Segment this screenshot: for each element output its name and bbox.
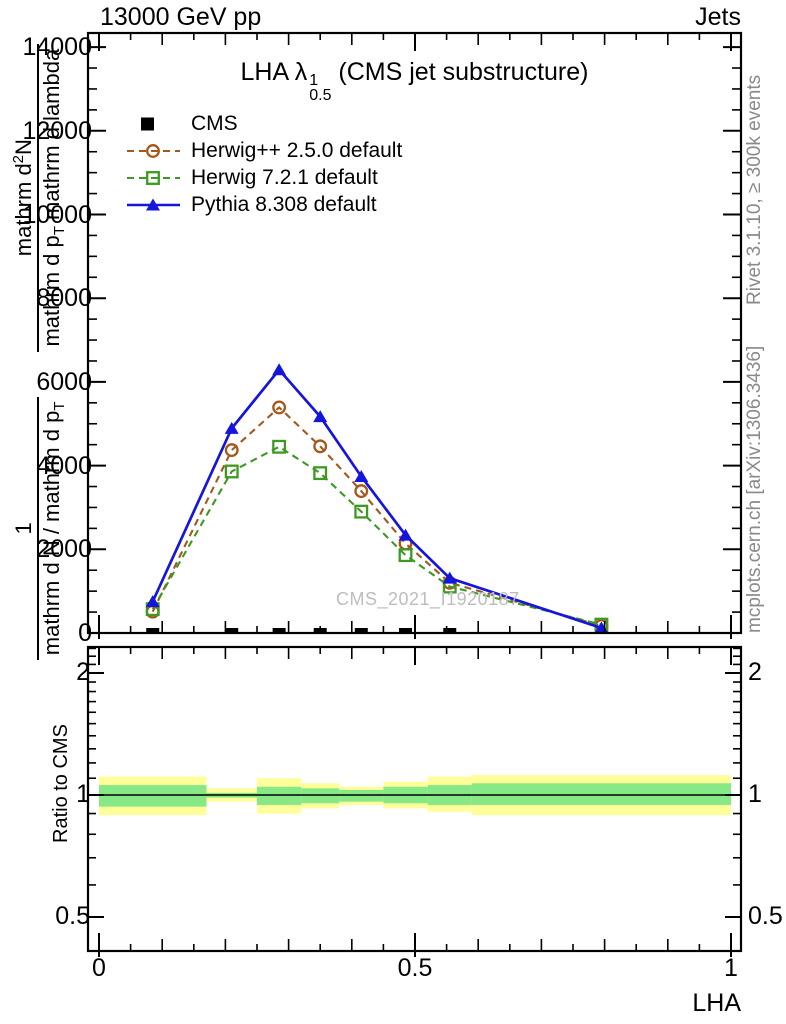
- plot-title-sub: 0.5: [309, 87, 332, 104]
- open-circle-marker: [354, 484, 369, 499]
- plot-title-pre: LHA λ: [240, 58, 308, 86]
- filled-triangle-marker: [224, 421, 239, 434]
- cms-data-marker: [399, 628, 413, 633]
- ratio-green_band-segment: [339, 789, 384, 802]
- x-axis-label: LHA: [692, 989, 741, 1017]
- cms-data-marker: [225, 628, 239, 633]
- open-square-marker: [313, 466, 328, 481]
- filled-triangle-marker: [272, 363, 287, 376]
- filled-triangle-marker: [313, 410, 328, 423]
- legend-item-label: Herwig 7.2.1 default: [191, 165, 378, 189]
- open-circle-marker: [224, 443, 239, 458]
- cms-data-marker: [146, 628, 160, 633]
- legend-item: CMS: [126, 110, 402, 137]
- main-y-tick-label: 14000: [22, 33, 92, 62]
- x-tick-label: 0.5: [397, 954, 433, 982]
- filled-triangle-marker: [354, 469, 369, 482]
- open-square-marker: [354, 504, 369, 519]
- legend-item-label: CMS: [191, 111, 238, 135]
- ratio-y-tick-label-right: 1: [748, 780, 762, 808]
- ratio-green_band-segment: [301, 788, 340, 804]
- open-circle-marker: [272, 400, 287, 415]
- open-square-marker: [272, 439, 287, 454]
- plot-title-sup: 1: [309, 72, 319, 89]
- cms-data-marker: [443, 628, 457, 633]
- filled-square-legend-icon: [141, 117, 154, 130]
- x-tick-label: 0: [92, 954, 106, 982]
- plot-title: LHA λ 1 0.5 (CMS jet substructure): [88, 58, 741, 104]
- filled-triangle-legend-icon: [127, 198, 180, 210]
- filled-triangle-marker: [145, 595, 160, 608]
- open-square-marker: [398, 548, 413, 563]
- beam-energy-label: 13000 GeV pp: [100, 3, 262, 31]
- ratio-green_band-segment: [471, 783, 731, 805]
- legend: CMS Herwig++ 2.5.0 default Herwig 7.2.1 de…: [126, 110, 402, 218]
- analysis-group-label: Jets: [695, 3, 741, 31]
- filled-triangle-marker: [442, 571, 457, 584]
- ratio-y-tick-label-left: 2: [76, 658, 90, 686]
- series-line: [151, 405, 602, 627]
- main-y-tick-label: 12000: [22, 116, 92, 145]
- main-y-tick-label: 8000: [36, 284, 92, 313]
- ratio-y-tick-label-left: 1: [76, 780, 90, 808]
- legend-item-label: Herwig++ 2.5.0 default: [191, 138, 403, 162]
- series-line: [151, 445, 602, 626]
- legend-item: Pythia 8.308 default: [126, 191, 402, 218]
- legend-item-label: Pythia 8.308 default: [191, 192, 377, 216]
- cms-data-marker: [272, 628, 286, 633]
- mcplots-arxiv-note: mcplots.cern.ch [arXiv:1306.3436]: [744, 345, 765, 633]
- legend-item: Herwig++ 2.5.0 default: [126, 137, 402, 164]
- ratio-green_band-segment: [257, 786, 302, 805]
- plot-title-supsub: 1 0.5: [309, 72, 332, 104]
- main-y-tick-label: 2000: [36, 535, 92, 564]
- ratio-y-tick-label-right: 2: [748, 658, 762, 686]
- open-square-marker: [224, 464, 239, 479]
- legend-item: Herwig 7.2.1 default: [126, 164, 402, 191]
- open-circle-marker: [313, 439, 328, 454]
- main-y-tick-label: 0: [78, 619, 92, 647]
- main-y-tick-label: 6000: [36, 367, 92, 396]
- plot-title-post: (CMS jet substructure): [331, 58, 589, 86]
- series-line: [151, 367, 602, 630]
- open-circle-legend-icon: [127, 143, 180, 158]
- rivet-version-note: Rivet 3.1.10, ≥ 300k events: [744, 74, 765, 305]
- open-square-legend-icon: [127, 170, 180, 185]
- main-y-tick-label: 4000: [36, 451, 92, 480]
- filled-triangle-marker: [398, 528, 413, 541]
- cms-data-marker: [354, 628, 368, 633]
- watermark: CMS_2021_I1920187: [336, 589, 520, 609]
- main-y-tick-label: 10000: [22, 200, 92, 229]
- ratio-green_band-segment: [99, 785, 207, 807]
- ratio-y-tick-label-left: 0.5: [55, 902, 90, 930]
- x-tick-label: 1: [724, 954, 738, 982]
- ratio-y-tick-label-right: 0.5: [748, 902, 783, 930]
